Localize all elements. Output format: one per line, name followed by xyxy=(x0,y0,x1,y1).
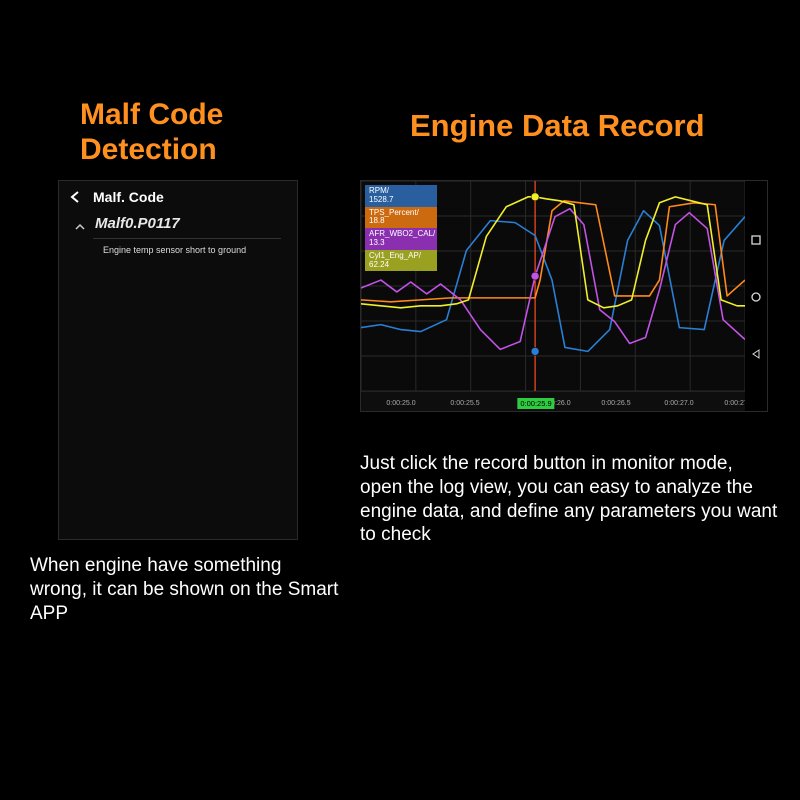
recent-apps-icon[interactable] xyxy=(750,233,762,245)
chevron-up-icon xyxy=(75,219,85,229)
legend-stack: RPM/ 1528.7TPS_Percent/ 18.8AFR_WBO2_CAL… xyxy=(365,185,437,271)
malf-code-text: Malf0.P0117 xyxy=(95,215,180,232)
phone-header: Malf. Code xyxy=(59,181,297,211)
left-caption: When engine have something wrong, it can… xyxy=(30,554,340,625)
chart-panel: RPM/ 1528.7TPS_Percent/ 18.8AFR_WBO2_CAL… xyxy=(360,180,768,412)
phone-header-title: Malf. Code xyxy=(93,189,164,205)
legend-chip[interactable]: Cyl1_Eng_AP/ 62.24 xyxy=(365,250,437,272)
engine-title: Engine Data Record xyxy=(410,108,705,144)
divider xyxy=(93,238,281,239)
legend-chip[interactable]: AFR_WBO2_CAL/ 13.3 xyxy=(365,228,437,250)
tick-label: 0:00:25.5 xyxy=(450,400,479,407)
home-icon[interactable] xyxy=(750,290,762,302)
cursor-time-badge: 0:00:25.9 xyxy=(517,398,554,409)
timeline[interactable]: 0:00:25.00:00:25.50:00:26.00:00:26.50:00… xyxy=(361,391,745,411)
malf-title-line1: Malf Code xyxy=(80,98,223,133)
tick-label: 0:00:27.0 xyxy=(664,400,693,407)
legend-chip[interactable]: RPM/ 1528.7 xyxy=(365,185,437,207)
back-icon[interactable] xyxy=(69,190,83,204)
legend-chip[interactable]: TPS_Percent/ 18.8 xyxy=(365,207,437,229)
malf-title: Malf Code Detection xyxy=(80,98,223,167)
android-nav-rail xyxy=(745,181,767,411)
chart-area[interactable]: RPM/ 1528.7TPS_Percent/ 18.8AFR_WBO2_CAL… xyxy=(361,181,745,391)
malf-title-line2: Detection xyxy=(80,133,223,168)
tick-label: 0:00:25.0 xyxy=(386,400,415,407)
tick-label: 0:00:26.5 xyxy=(601,400,630,407)
malf-description: Engine temp sensor short to ground xyxy=(59,245,297,255)
malf-code-row[interactable]: Malf0.P0117 xyxy=(59,211,297,236)
right-caption: Just click the record button in monitor … xyxy=(360,452,780,547)
phone-screen: Malf. Code Malf0.P0117 Engine temp senso… xyxy=(58,180,298,540)
back-nav-icon[interactable] xyxy=(750,347,762,359)
